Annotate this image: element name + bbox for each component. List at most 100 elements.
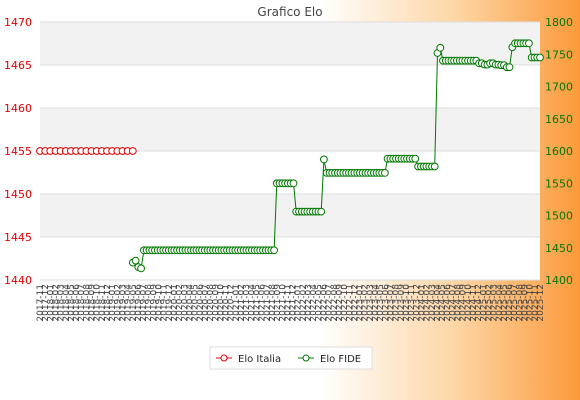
data-point-elo-fide xyxy=(536,53,544,62)
x-tick-label: 2025-09 xyxy=(521,284,531,322)
legend-label-elo-fide: Elo FIDE xyxy=(320,354,361,365)
x-tick-label: 2020-01 xyxy=(170,284,180,322)
x-tick-label: 2019-09 xyxy=(149,284,159,322)
x-tick-label: 2021-12 xyxy=(289,284,299,322)
x-tick-label: 2019-07 xyxy=(139,284,149,322)
x-tick-label: 2018-10 xyxy=(93,284,103,322)
x-tick-label: 2023-06 xyxy=(381,284,391,322)
x-tick-label: 2023-07 xyxy=(387,284,397,322)
x-tick-label: 2021-09 xyxy=(273,284,283,322)
x-tick-label: 2019-08 xyxy=(144,284,154,322)
data-point-elo-fide xyxy=(131,256,140,265)
x-tick-label: 2024-09 xyxy=(459,284,469,322)
data-point-elo-fide xyxy=(411,154,420,163)
x-tick-label: 2018-12 xyxy=(103,284,113,322)
x-tick-label: 2023-09 xyxy=(397,284,407,322)
x-tick-label: 2018-09 xyxy=(88,284,98,322)
right-tick-label: 1650 xyxy=(545,113,573,126)
x-tick-label: 2017-12 xyxy=(41,284,51,322)
x-tick-label: 2025-08 xyxy=(515,284,525,322)
x-tick-label: 2020-08 xyxy=(206,284,216,322)
right-tick-label: 1500 xyxy=(545,210,573,223)
x-tick-label: 2023-05 xyxy=(376,284,386,322)
right-tick-label: 1400 xyxy=(545,274,573,287)
x-tick-label: 2020-05 xyxy=(191,284,201,322)
x-tick-label: 2023-12 xyxy=(412,284,422,322)
legend-label-elo-italia: Elo Italia xyxy=(238,354,281,365)
x-tick-label: 2021-04 xyxy=(247,284,257,322)
left-tick-label: 1465 xyxy=(4,59,32,72)
x-tick-label: 2025-04 xyxy=(495,284,505,322)
x-tick-label: 2025-12 xyxy=(536,284,546,322)
x-tick-label: 2022-08 xyxy=(330,284,340,322)
x-tick-label: 2025-02 xyxy=(484,284,494,322)
x-tick-label: 2021-10 xyxy=(278,284,288,322)
x-tick-label: 2022-06 xyxy=(320,284,330,322)
data-point-elo-italia xyxy=(128,147,137,155)
x-tick-label: 2022-07 xyxy=(325,284,335,322)
x-tick-label: 2018-05 xyxy=(67,284,77,322)
x-tick-label: 2021-03 xyxy=(242,284,252,322)
x-tick-label: 2025-11 xyxy=(531,284,541,322)
data-point-elo-fide xyxy=(381,169,389,177)
x-tick-label: 2019-05 xyxy=(129,284,139,322)
x-tick-label: 2024-08 xyxy=(454,284,464,322)
x-tick-label: 2024-06 xyxy=(443,284,453,322)
data-point-elo-fide xyxy=(436,43,445,52)
x-tick-label: 2017-11 xyxy=(36,284,46,322)
x-tick-label: 2021-07 xyxy=(263,284,273,322)
legend-marker-elo-italia xyxy=(220,354,228,362)
x-tick-label: 2020-03 xyxy=(180,284,190,322)
legend-marker-elo-fide xyxy=(302,354,310,362)
x-tick-label: 2019-02 xyxy=(113,284,123,322)
x-tick-label: 2025-01 xyxy=(479,284,489,322)
x-tick-label: 2021-05 xyxy=(252,284,262,322)
x-tick-label: 2018-02 xyxy=(51,284,61,322)
x-tick-label: 2022-10 xyxy=(340,284,350,322)
x-tick-label: 2023-02 xyxy=(361,284,371,322)
x-tick-label: 2020-11 xyxy=(222,284,232,322)
x-tick-label: 2020-02 xyxy=(175,284,185,322)
data-point-elo-fide xyxy=(320,155,328,164)
chart-title: Grafico Elo xyxy=(257,5,322,19)
x-tick-label: 2023-01 xyxy=(356,284,366,322)
x-tick-label: 2023-04 xyxy=(371,284,381,322)
x-tick-label: 2020-06 xyxy=(196,284,206,322)
left-tick-label: 1470 xyxy=(4,16,32,29)
x-tick-label: 2021-02 xyxy=(237,284,247,322)
grid-band xyxy=(40,194,540,237)
x-tick-label: 2019-06 xyxy=(134,284,144,322)
right-tick-label: 1750 xyxy=(545,48,573,61)
left-tick-label: 1445 xyxy=(4,231,32,244)
data-point-elo-fide xyxy=(430,162,439,171)
x-tick-label: 2025-07 xyxy=(510,284,520,322)
x-tick-label: 2022-04 xyxy=(309,284,319,322)
x-tick-label: 2020-04 xyxy=(185,284,195,322)
x-tick-label: 2021-01 xyxy=(232,284,242,322)
grid-bands xyxy=(40,22,540,237)
x-tick-label: 2018-03 xyxy=(57,284,67,322)
x-tick-label: 2022-09 xyxy=(335,284,345,322)
right-tick-label: 1800 xyxy=(545,16,573,29)
x-tick-label: 2018-01 xyxy=(46,284,56,322)
right-tick-label: 1600 xyxy=(545,145,573,158)
x-tick-label: 2019-10 xyxy=(155,284,165,322)
x-tick-label: 2024-04 xyxy=(433,284,443,322)
x-tick-label: 2019-03 xyxy=(118,284,128,322)
data-point-elo-fide xyxy=(137,264,146,273)
x-tick-label: 2024-12 xyxy=(474,284,484,322)
x-tick-label: 2023-08 xyxy=(392,284,402,322)
right-tick-label: 1450 xyxy=(545,242,573,255)
x-tick-label: 2024-02 xyxy=(423,284,433,322)
x-tick-label: 2021-06 xyxy=(258,284,268,322)
x-tick-label: 2018-07 xyxy=(77,284,87,322)
x-tick-label: 2025-06 xyxy=(505,284,515,322)
right-tick-label: 1700 xyxy=(545,81,573,94)
right-tick-label: 1550 xyxy=(545,177,573,190)
x-tick-label: 2022-11 xyxy=(345,284,355,322)
data-point-elo-fide xyxy=(505,63,514,72)
data-point-elo-fide xyxy=(289,179,298,188)
grid-band xyxy=(40,108,540,151)
